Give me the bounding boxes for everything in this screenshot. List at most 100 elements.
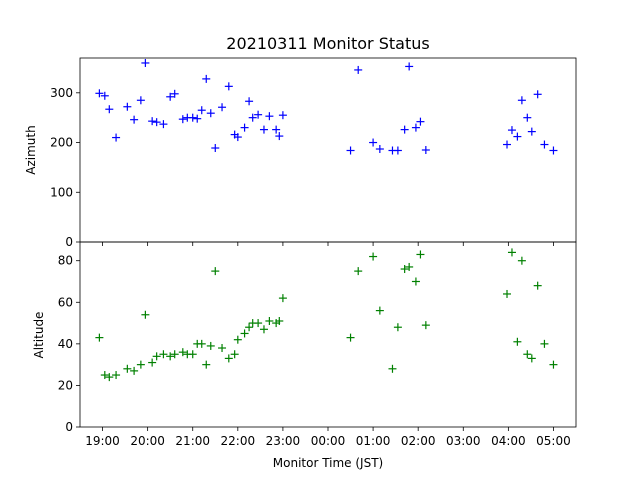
altitude-point — [170, 350, 179, 359]
azimuth-point — [100, 91, 109, 100]
azimuth-y-tick-label: 200 — [50, 136, 73, 150]
altitude-point — [206, 341, 215, 350]
azimuth-point — [346, 146, 355, 155]
azimuth-point — [272, 125, 281, 134]
x-tick-label: 02:00 — [401, 434, 436, 448]
altitude-point — [549, 360, 558, 369]
x-axis-label: Monitor Time (JST) — [273, 456, 383, 470]
azimuth-point — [159, 120, 168, 129]
altitude-point — [527, 354, 536, 363]
azimuth-point — [136, 96, 145, 105]
altitude-y-tick-label: 20 — [58, 378, 73, 392]
azimuth-point — [188, 113, 197, 122]
azimuth-point — [527, 127, 536, 136]
altitude-point — [259, 325, 268, 334]
azimuth-point — [152, 118, 161, 127]
altitude-point — [218, 344, 227, 353]
azimuth-point — [354, 65, 363, 74]
altitude-point — [540, 339, 549, 348]
altitude-point — [100, 371, 109, 380]
azimuth-point — [393, 146, 402, 155]
x-tick-label: 20:00 — [130, 434, 165, 448]
azimuth-point — [259, 125, 268, 134]
altitude-point — [375, 306, 384, 315]
altitude-point — [197, 339, 206, 348]
x-tick-label: 01:00 — [356, 434, 391, 448]
azimuth-point — [105, 105, 114, 114]
azimuth-y-tick-label: 100 — [50, 185, 73, 199]
altitude-point — [346, 333, 355, 342]
altitude-point — [112, 371, 121, 380]
azimuth-point — [166, 92, 175, 101]
azimuth-point — [416, 117, 425, 126]
azimuth-point — [405, 62, 414, 71]
altitude-point — [275, 316, 284, 325]
azimuth-point — [275, 132, 284, 141]
azimuth-point — [206, 109, 215, 118]
altitude-point — [278, 294, 287, 303]
altitude-point — [411, 277, 420, 286]
altitude-y-tick-label: 0 — [65, 420, 73, 434]
altitude-point — [245, 323, 254, 332]
altitude-y-tick-label: 60 — [58, 295, 73, 309]
azimuth-point — [523, 113, 532, 122]
altitude-point — [159, 350, 168, 359]
x-tick-label: 03:00 — [446, 434, 481, 448]
azimuth-point — [130, 115, 139, 124]
azimuth-point — [95, 89, 104, 98]
azimuth-point — [112, 133, 121, 142]
azimuth-point — [254, 110, 263, 119]
altitude-point — [416, 250, 425, 259]
azimuth-point — [202, 74, 211, 83]
altitude-y-tick-label: 40 — [58, 337, 73, 351]
altitude-point — [354, 267, 363, 276]
azimuth-point — [245, 97, 254, 106]
altitude-point — [166, 352, 175, 361]
azimuth-point — [248, 113, 257, 122]
altitude-point — [405, 262, 414, 271]
azimuth-point — [211, 144, 220, 153]
altitude-point — [421, 321, 430, 330]
x-tick-label: 00:00 — [311, 434, 346, 448]
x-tick-label: 05:00 — [536, 434, 571, 448]
azimuth-y-tick-label: 300 — [50, 86, 73, 100]
altitude-point — [254, 319, 263, 328]
altitude-point — [123, 364, 132, 373]
altitude-point — [400, 265, 409, 274]
azimuth-point — [170, 89, 179, 98]
x-tick-label: 22:00 — [221, 434, 256, 448]
azimuth-axis-label: Azimuth — [24, 125, 38, 174]
azimuth-point — [240, 123, 249, 132]
x-tick-label: 04:00 — [491, 434, 526, 448]
altitude-point — [388, 364, 397, 373]
plot-layer: 0 100 200 300 0 20 40 60 80 19:00 20:00 21:00 22:00 2… — [50, 57, 577, 448]
azimuth-point — [549, 146, 558, 155]
altitude-point — [130, 366, 139, 375]
x-tick-label: 23:00 — [266, 434, 301, 448]
azimuth-point — [178, 115, 187, 124]
chart-title: 20210311 Monitor Status — [226, 34, 429, 53]
altitude-point — [141, 310, 150, 319]
altitude-point — [211, 267, 220, 276]
altitude-point — [148, 358, 157, 367]
altitude-point — [517, 256, 526, 265]
altitude-point — [233, 335, 242, 344]
azimuth-point — [141, 58, 150, 67]
x-tick-label: 19:00 — [85, 434, 120, 448]
altitude-point — [105, 373, 114, 382]
altitude-y-tick-label: 80 — [58, 254, 73, 268]
altitude-point — [369, 252, 378, 261]
x-tick-label: 21:00 — [175, 434, 210, 448]
altitude-point — [503, 289, 512, 298]
altitude-point — [136, 360, 145, 369]
azimuth-point — [533, 90, 542, 99]
azimuth-point — [375, 145, 384, 154]
azimuth-point — [148, 117, 157, 126]
altitude-point — [533, 281, 542, 290]
altitude-point — [523, 350, 532, 359]
azimuth-point — [369, 138, 378, 147]
altitude-axis-label: Altitude — [32, 312, 46, 359]
